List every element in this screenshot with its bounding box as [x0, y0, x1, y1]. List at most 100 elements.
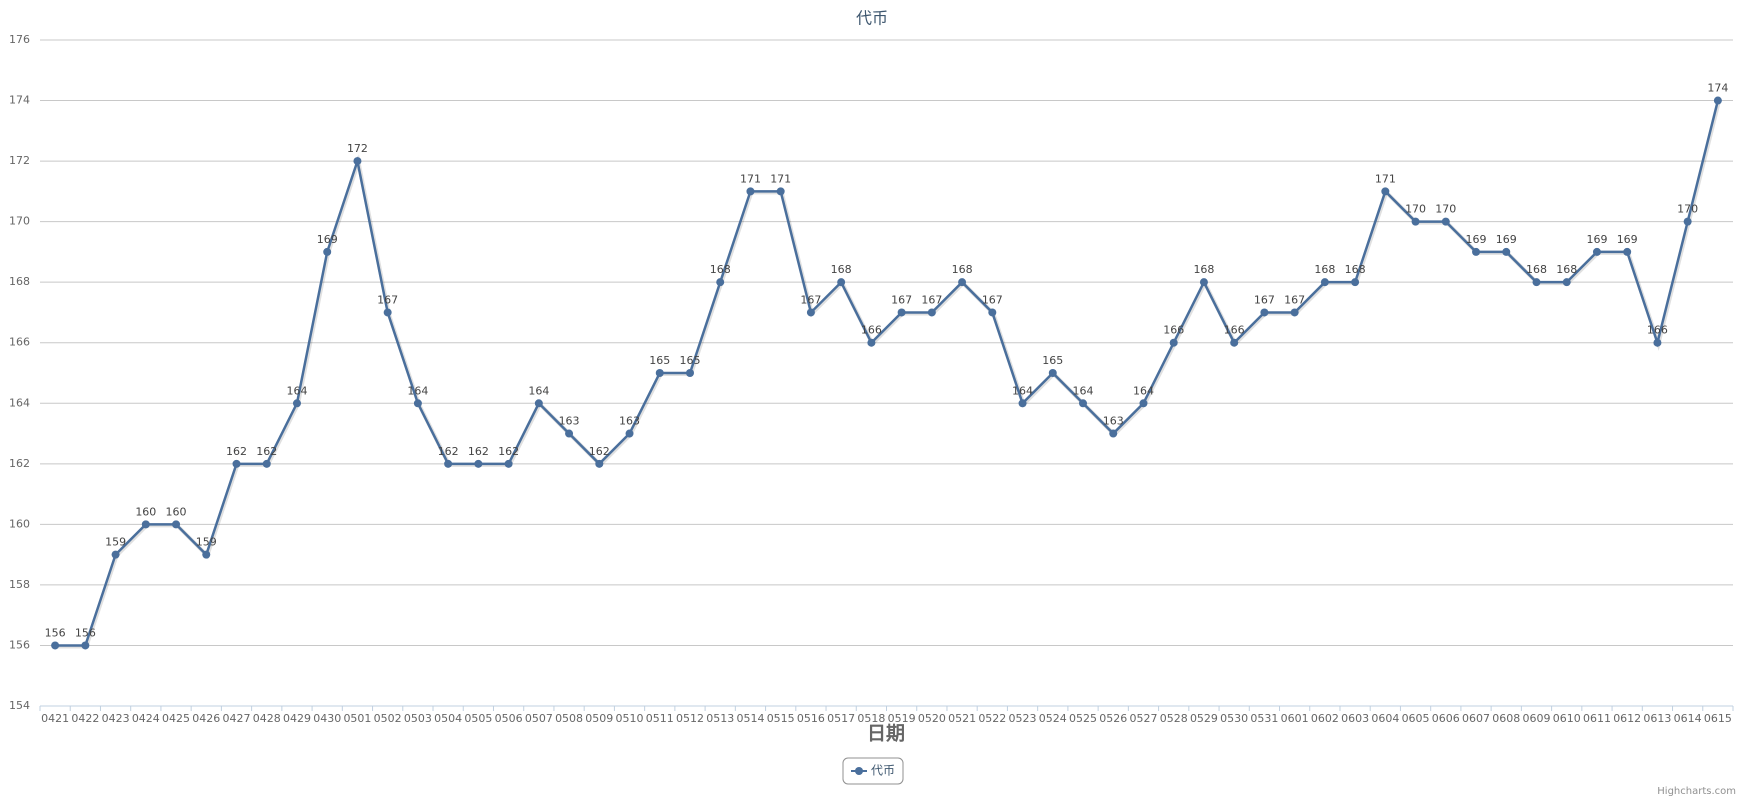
- x-tick-label: 0429: [283, 712, 311, 725]
- x-tick-label: 0527: [1129, 712, 1157, 725]
- point-marker: [1048, 369, 1057, 377]
- point-marker: [1411, 217, 1420, 226]
- data-label: 165: [649, 354, 670, 367]
- x-tick-label: 0531: [1250, 712, 1278, 725]
- x-tick-label: 0512: [676, 712, 704, 725]
- x-tick-label: 0507: [525, 712, 553, 725]
- data-label: 172: [347, 142, 368, 155]
- data-label: 164: [1012, 384, 1033, 397]
- data-label: 167: [377, 293, 398, 306]
- x-tick-label: 0522: [978, 712, 1006, 725]
- point-marker: [988, 308, 997, 317]
- x-tick-label: 0509: [585, 712, 613, 725]
- x-tick-label: 0515: [767, 712, 795, 725]
- x-tick-label: 0528: [1160, 712, 1188, 725]
- point-marker: [776, 187, 785, 196]
- y-tick-label: 154: [9, 699, 30, 712]
- data-label: 162: [438, 445, 459, 458]
- y-tick-label: 158: [9, 578, 30, 591]
- point-marker: [1381, 187, 1390, 196]
- point-marker: [716, 278, 725, 287]
- x-tick-label: 0530: [1220, 712, 1248, 725]
- point-marker: [323, 247, 332, 256]
- data-label: 169: [1466, 233, 1487, 246]
- credits: Highcharts.com: [1657, 786, 1736, 797]
- x-axis-title: 日期: [867, 723, 905, 745]
- data-label: 168: [952, 263, 973, 276]
- line-shadow: [56, 101, 1721, 649]
- point-marker: [1683, 217, 1692, 226]
- point-marker: [1079, 399, 1088, 408]
- x-tick-label: 0519: [888, 712, 916, 725]
- point-marker: [1472, 247, 1481, 256]
- x-tick-label: 0610: [1553, 712, 1581, 725]
- y-tick-label: 172: [9, 154, 30, 167]
- legend-marker: [855, 767, 863, 775]
- point-marker: [232, 459, 241, 468]
- x-tick-label: 0614: [1674, 712, 1702, 725]
- point-marker: [474, 459, 483, 468]
- point-marker: [51, 641, 60, 650]
- point-marker: [202, 550, 211, 559]
- x-tick-label: 0510: [616, 712, 644, 725]
- series-line: [55, 100, 1720, 647]
- point-marker: [534, 399, 543, 408]
- x-tick-label: 0511: [646, 712, 674, 725]
- y-tick-label: 156: [9, 638, 30, 651]
- data-label: 168: [1556, 263, 1577, 276]
- data-label: 162: [589, 445, 610, 458]
- data-label: 166: [1647, 324, 1668, 337]
- x-tick-label: 0518: [857, 712, 885, 725]
- data-label: 164: [407, 384, 428, 397]
- x-tick-label: 0505: [464, 712, 492, 725]
- point-marker: [1351, 278, 1360, 287]
- x-tick-label: 0607: [1462, 712, 1490, 725]
- x-tick-label: 0504: [434, 712, 462, 725]
- data-label: 167: [1254, 293, 1275, 306]
- data-label: 174: [1707, 82, 1728, 95]
- point-marker: [141, 520, 150, 529]
- data-label: 169: [1496, 233, 1517, 246]
- x-tick-label: 0423: [102, 712, 130, 725]
- data-label: 168: [1526, 263, 1547, 276]
- data-label: 163: [559, 415, 580, 428]
- x-tick-label: 0506: [495, 712, 523, 725]
- data-label: 169: [1586, 233, 1607, 246]
- point-marker: [172, 520, 181, 529]
- data-label: 167: [982, 293, 1003, 306]
- data-label: 167: [921, 293, 942, 306]
- point-marker: [81, 641, 90, 650]
- chart-title: 代币: [856, 9, 888, 28]
- x-tick-label: 0609: [1522, 712, 1550, 725]
- point-marker: [292, 399, 301, 408]
- data-label: 169: [317, 233, 338, 246]
- point-marker: [1623, 247, 1632, 256]
- data-label: 156: [45, 626, 66, 639]
- legend-label: 代币: [871, 764, 895, 778]
- data-label: 162: [498, 445, 519, 458]
- data-label: 168: [831, 263, 852, 276]
- x-tick-label: 0426: [192, 712, 220, 725]
- data-label: 171: [770, 172, 791, 185]
- data-label: 168: [1345, 263, 1366, 276]
- x-tick-label: 0608: [1492, 712, 1520, 725]
- point-marker: [1562, 278, 1571, 287]
- x-tick-label: 0501: [343, 712, 371, 725]
- point-marker: [1320, 278, 1329, 287]
- x-tick-label: 0430: [313, 712, 341, 725]
- data-label: 167: [800, 293, 821, 306]
- point-marker: [927, 308, 936, 317]
- point-marker: [262, 459, 271, 468]
- x-tick-label: 0427: [223, 712, 251, 725]
- data-label: 167: [1284, 293, 1305, 306]
- data-label: 164: [286, 384, 307, 397]
- x-tick-label: 0517: [827, 712, 855, 725]
- data-label: 166: [861, 324, 882, 337]
- data-label: 160: [166, 505, 187, 518]
- x-tick-label: 0613: [1643, 712, 1671, 725]
- x-tick-label: 0523: [1009, 712, 1037, 725]
- point-marker: [1713, 96, 1722, 105]
- x-tick-label: 0529: [1190, 712, 1218, 725]
- point-marker: [897, 308, 906, 317]
